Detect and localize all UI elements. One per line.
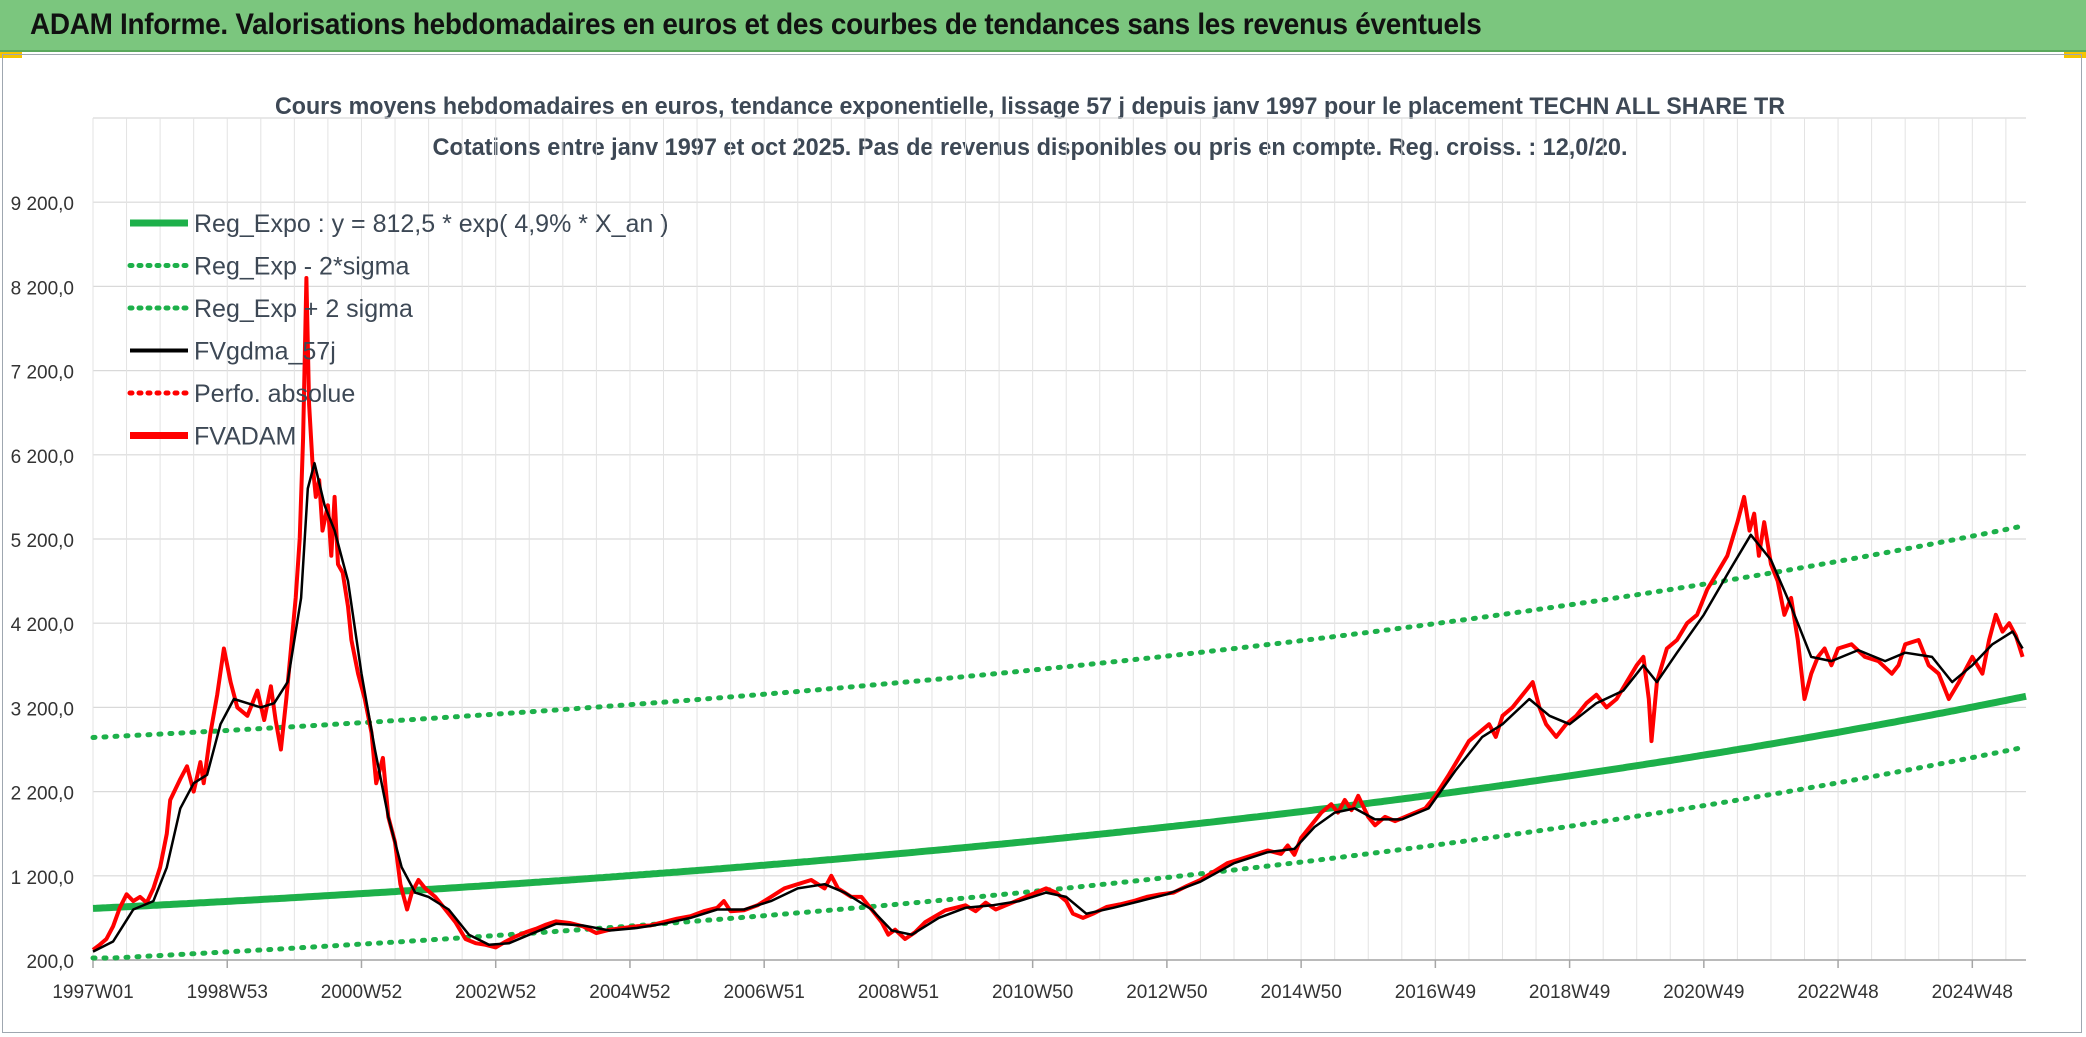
plot-area [90, 276, 2029, 961]
y-tick-label: 4 200,0 [11, 615, 74, 636]
x-tick-label: 2004W52 [589, 982, 670, 1003]
chart-subtitle: Cotations entre janv 1997 et oct 2025. P… [433, 134, 1628, 161]
legend-label: Perfo. absolue [194, 380, 355, 408]
y-tick-label: 5 200,0 [11, 531, 74, 552]
legend: Reg_Expo : y = 812,5 * exp( 4,9% * X_an … [127, 210, 669, 451]
x-tick-label: 2014W50 [1260, 982, 1341, 1003]
x-axis: 1997W01 1998W53 2000W52 2002W52 2004W52 2006W… [52, 959, 2026, 1003]
y-tick-label: 9 200,0 [11, 194, 74, 215]
page-title: ADAM Informe. Valorisations hebdomadaire… [30, 8, 1482, 41]
chart-frame [2, 54, 2082, 1033]
x-tick-label: 1998W53 [187, 982, 268, 1003]
legend-label: FVgdma_57j [194, 338, 336, 366]
y-tick-label: 8 200,0 [11, 278, 74, 299]
y-tick-label: 200,0 [26, 952, 74, 973]
x-tick-label: 2006W51 [724, 982, 805, 1003]
y-tick-label: 2 200,0 [11, 784, 74, 805]
series-fvgdma [92, 461, 2024, 953]
y-tick-label: 1 200,0 [11, 868, 74, 889]
y-tick-label: 7 200,0 [11, 363, 74, 384]
x-tick-label: 2012W50 [1126, 982, 1207, 1003]
series-reg-lower [90, 744, 2029, 961]
y-axis: 200,0 1 200,0 2 200,0 3 200,0 4 200,0 5 200,0… [11, 194, 74, 973]
y-tick-label: 3 200,0 [11, 699, 74, 720]
x-tick-label: 2010W50 [992, 982, 1073, 1003]
grid [92, 117, 2026, 961]
legend-label: Reg_Exp - 2*sigma [194, 253, 409, 281]
series-reg-upper [90, 522, 2029, 740]
chart-title: Cours moyens hebdomadaires en euros, ten… [275, 93, 1785, 120]
x-tick-label: 2016W49 [1395, 982, 1476, 1003]
corner-accent-left [0, 52, 22, 58]
x-tick-label: 2022W48 [1797, 982, 1878, 1003]
legend-label: Reg_Expo : y = 812,5 * exp( 4,9% * X_an … [194, 210, 669, 238]
corner-accent-right [2064, 52, 2086, 58]
x-tick-label: 2024W48 [1932, 982, 2013, 1003]
series-fvadam [91, 276, 2025, 952]
legend-label: Reg_Exp + 2 sigma [194, 295, 413, 323]
x-tick-label: 1997W01 [52, 982, 133, 1003]
x-tick-label: 2008W51 [858, 982, 939, 1003]
y-tick-label: 6 200,0 [11, 447, 74, 468]
legend-label: FVADAM [194, 423, 296, 451]
x-tick-label: 2002W52 [455, 982, 536, 1003]
x-tick-label: 2018W49 [1529, 982, 1610, 1003]
header-band [0, 0, 2086, 52]
x-tick-label: 2020W49 [1663, 982, 1744, 1003]
x-tick-label: 2000W52 [321, 982, 402, 1003]
